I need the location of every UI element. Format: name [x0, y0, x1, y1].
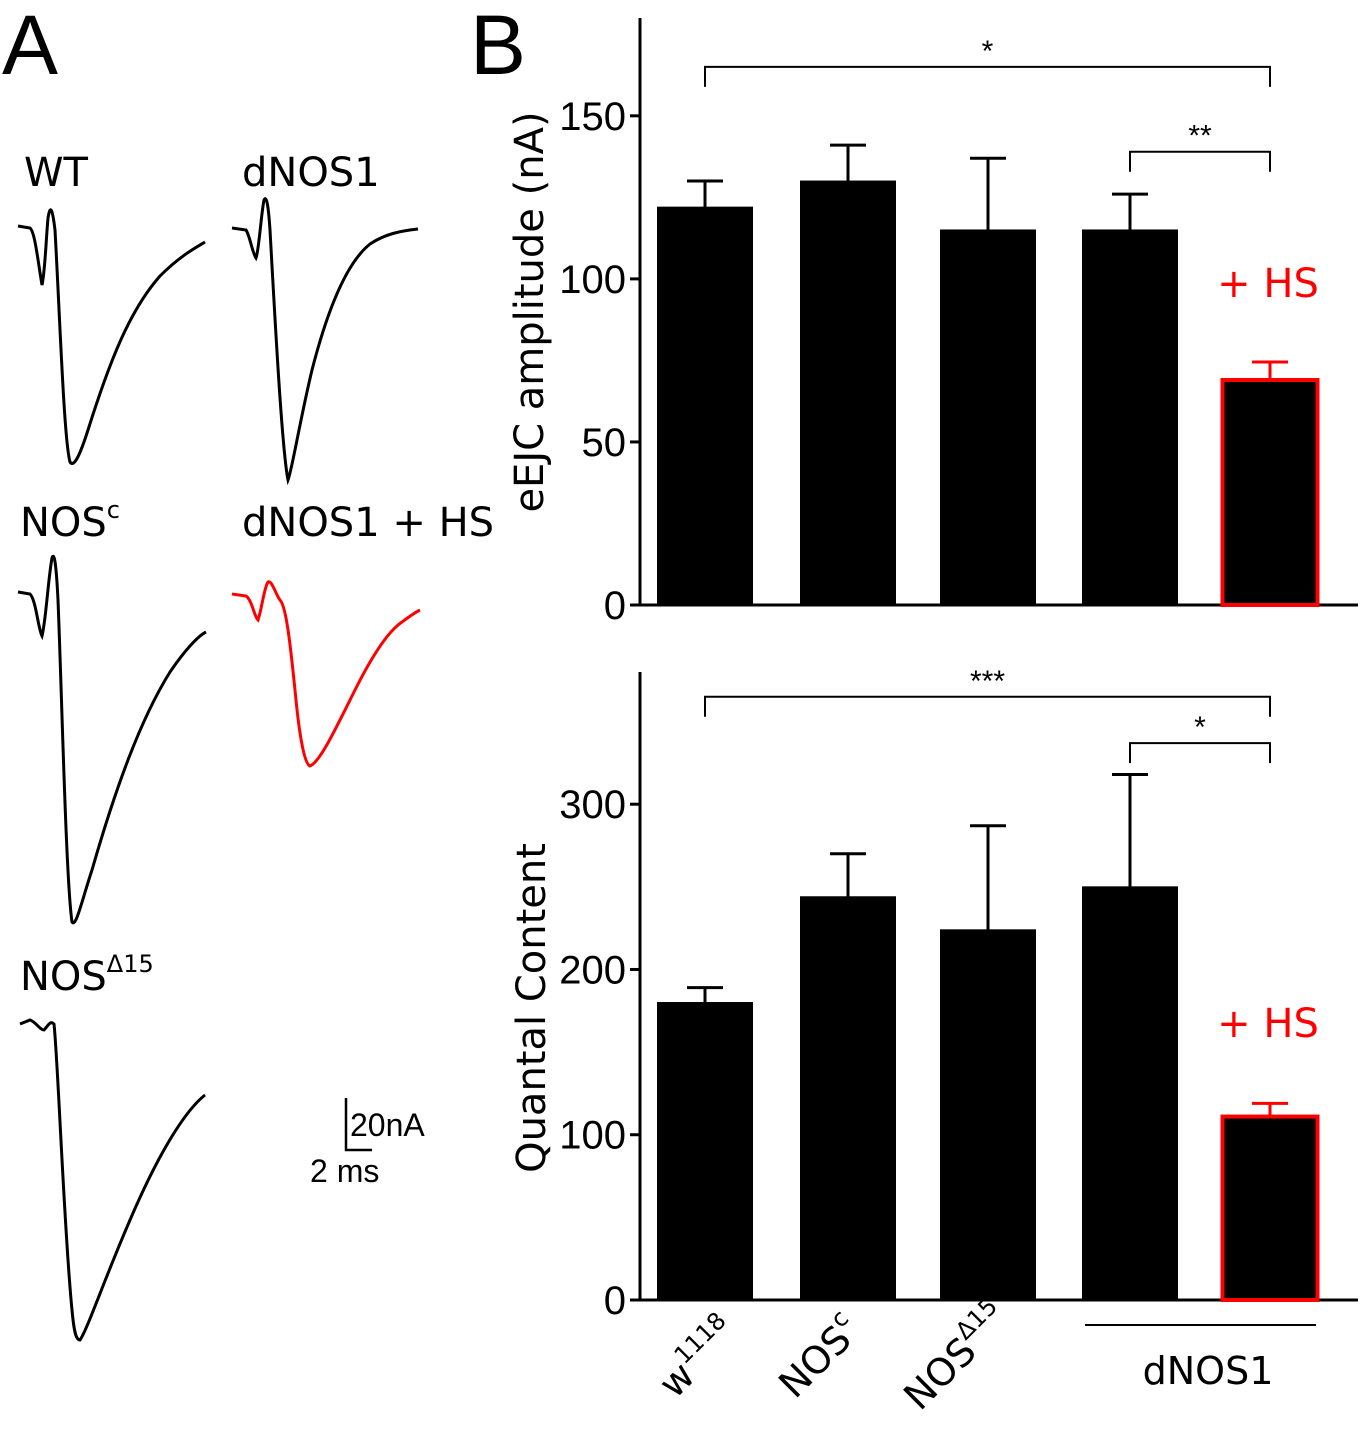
trace-label-nosd15: NOSΔ15 — [20, 950, 154, 1000]
trace-label-dnos1: dNOS1 — [242, 150, 380, 196]
x-label-w1118: w1118 — [647, 1307, 747, 1407]
trace-dnos1-group: dNOS1 — [231, 150, 419, 486]
panel-b-letter: B — [470, 0, 526, 92]
panel-a-letter: A — [2, 0, 58, 92]
trace-nosd15-group: NOSΔ15 — [19, 950, 206, 1342]
trace-label-nosc: NOSc — [20, 496, 120, 546]
trace-wt — [17, 208, 206, 465]
qc-bar — [940, 929, 1036, 1301]
qc-bar — [657, 1002, 753, 1301]
eejc-y-tick-label: 150 — [559, 95, 626, 139]
eejc-significance-label: ** — [1188, 120, 1212, 153]
trace-dnos1-hs — [231, 580, 421, 768]
qc-bar — [800, 896, 896, 1301]
qc-hs-label: + HS — [1217, 1001, 1319, 1047]
qc-y-tick-label: 100 — [559, 1114, 626, 1158]
qc-significance-bracket — [1129, 742, 1271, 764]
trace-nosc-group: NOSc — [17, 496, 207, 925]
trace-label-dnos1-hs: dNOS1 + HS — [242, 500, 494, 546]
trace-nosd15 — [19, 1018, 206, 1342]
eejc-y-axis-title: eEJC amplitude (nA) — [507, 111, 553, 512]
qc-significance-label: * — [1194, 711, 1206, 744]
trace-dnos1 — [231, 197, 419, 486]
qc-y-tick-label: 0 — [604, 1279, 626, 1323]
qc-bar — [1220, 1114, 1320, 1302]
scale-bar: 20nA 2 ms — [310, 1098, 425, 1189]
trace-dnos1-hs-group: dNOS1 + HS — [231, 500, 494, 768]
eejc-significance-label: * — [982, 35, 994, 68]
x-label-nosc: NOSc — [767, 1304, 869, 1406]
x-label-dnos1-group: dNOS1 — [1143, 1349, 1274, 1393]
scale-bar-lines — [344, 1098, 372, 1152]
scale-bar-current: 20nA — [350, 1107, 425, 1143]
qc-y-tick-label: 200 — [559, 948, 626, 992]
eejc-bar — [1220, 377, 1320, 607]
qc-significance-label: *** — [970, 665, 1005, 698]
eejc-bar — [800, 180, 896, 606]
scale-bar-time: 2 ms — [310, 1153, 379, 1189]
qc-significance-bracket — [704, 695, 1271, 717]
qc-y-tick-label: 300 — [559, 783, 626, 827]
x-axis-labels: w1118 NOSc NOSΔ15 dNOS1 — [647, 1292, 1316, 1418]
qc-y-axis-title: Quantal Content — [509, 843, 555, 1173]
eejc-y-tick-label: 50 — [582, 421, 627, 465]
eejc-significance-bracket — [704, 65, 1271, 87]
eejc-y-tick-label: 100 — [559, 258, 626, 302]
eejc-hs-label: + HS — [1217, 261, 1319, 307]
trace-wt-group: WT — [17, 150, 206, 465]
qc-bar — [1082, 886, 1178, 1301]
trace-label-wt: WT — [24, 150, 89, 196]
eejc-significance-bracket — [1129, 150, 1271, 172]
eejc-bar — [657, 206, 753, 606]
eejc-bar — [1082, 229, 1178, 606]
eejc-y-tick-label: 0 — [604, 584, 626, 628]
x-label-nosd15: NOSΔ15 — [892, 1292, 1018, 1418]
trace-nosc — [17, 554, 207, 925]
eejc-bar — [940, 229, 1036, 606]
